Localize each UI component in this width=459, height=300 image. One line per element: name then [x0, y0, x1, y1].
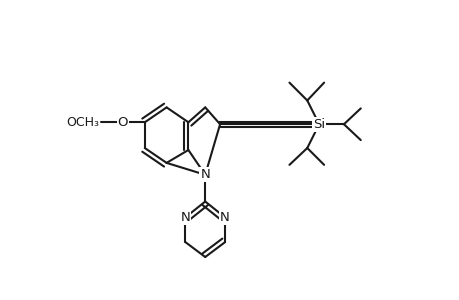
Text: O: O: [118, 116, 128, 129]
Text: OCH₃: OCH₃: [66, 116, 99, 129]
Text: Si: Si: [313, 118, 325, 131]
Text: N: N: [180, 211, 190, 224]
Text: N: N: [200, 168, 210, 181]
Text: N: N: [220, 211, 230, 224]
